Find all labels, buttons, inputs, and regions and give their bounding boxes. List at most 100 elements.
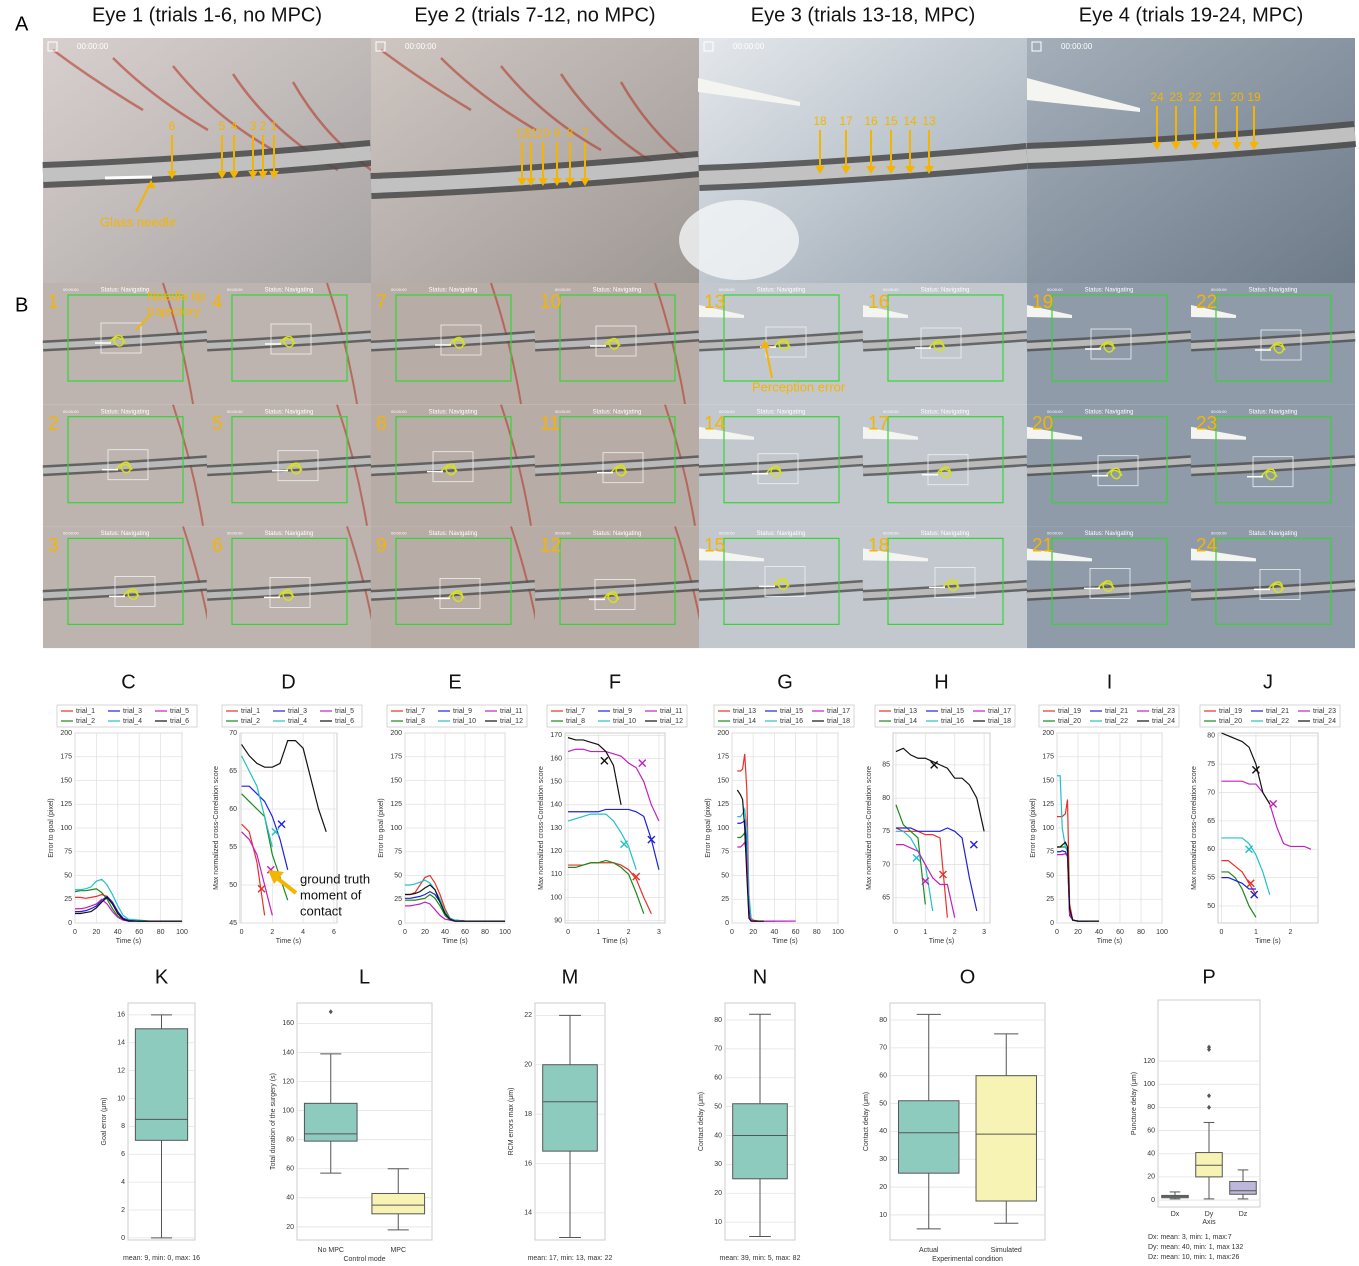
y-tick-label: 50 [1207, 903, 1215, 910]
tip-trajectory [115, 461, 133, 474]
workspace-box [723, 416, 840, 504]
y-tick-label: 20 [524, 1062, 532, 1069]
x-axis-label: Axis [1202, 1219, 1216, 1226]
arrow-head [815, 166, 825, 174]
y-tick-label: 40 [286, 1195, 294, 1202]
y-tick-label: 175 [390, 754, 402, 761]
status-text: Status: Navigating [265, 531, 314, 537]
series-line [568, 808, 660, 870]
trial-marker: 13 [922, 114, 936, 128]
status-text: Status: Navigating [1085, 409, 1134, 415]
tip-trajectory [773, 338, 791, 351]
needle [1027, 426, 1082, 440]
footnote: Dz: mean: 10, min: 1, max:26 [1148, 1254, 1240, 1261]
trial-number: 15 [704, 535, 725, 556]
y-tick-label: 12 [117, 1067, 125, 1074]
arrow-head [886, 166, 896, 174]
legend-label: trial_21 [1266, 708, 1289, 715]
tip-trajectory [1097, 580, 1115, 593]
timestamp: 00:00:00 [883, 409, 899, 414]
tip-trajectory [765, 465, 783, 478]
arrow-head [217, 171, 227, 179]
box [1195, 1152, 1223, 1178]
panel-label: L [359, 966, 370, 988]
contact-marker [912, 853, 921, 862]
legend-label: trial_8 [566, 718, 585, 725]
y-tick-label: 125 [1042, 801, 1054, 808]
tip-trajectory [447, 590, 465, 603]
y-tick-label: 30 [714, 1161, 722, 1168]
outlier [1207, 1093, 1211, 1099]
x-axis-label: Experimental condition [932, 1256, 1003, 1263]
y-tick-label: 150 [60, 777, 72, 784]
series-line [1221, 732, 1271, 805]
blood-vessel [52, 48, 144, 112]
y-tick-label: 100 [550, 894, 562, 901]
y-axis-label: Contact delay (μm) [863, 1092, 870, 1151]
timestamp: 00:00:00 [391, 409, 407, 414]
status-text: Status: Navigating [429, 288, 478, 294]
y-tick-label: 60 [714, 1075, 722, 1082]
x-tick-label: 80 [1137, 929, 1145, 936]
vein-lumen [42, 146, 372, 182]
series-line [1221, 860, 1257, 895]
y-tick-label: 75 [394, 849, 402, 856]
panel-label: C [121, 671, 135, 693]
series-line [567, 813, 637, 870]
panel-label: G [777, 671, 793, 693]
trial-marker: 19 [1247, 90, 1261, 104]
timestamp: 00:00:00 [1211, 409, 1227, 414]
legend-label: trial_14 [733, 718, 756, 725]
x-tick-label: Dy [1205, 1211, 1214, 1218]
x-tick-label: 2 [627, 929, 631, 936]
trial-number: 24 [1196, 535, 1218, 556]
legend-label: trial_5 [335, 708, 354, 715]
y-axis-label: Error to goal (pixel) [48, 798, 55, 858]
status-text: Status: Navigating [757, 288, 806, 294]
x-axis-label: Time (s) [929, 938, 954, 945]
series-line [568, 859, 645, 914]
series-line [1057, 841, 1099, 922]
footnote: mean: 9, min: 0, max: 16 [123, 1255, 200, 1262]
legend-label: trial_4 [288, 718, 307, 725]
legend-label: trial_23 [1313, 708, 1336, 715]
trial-number: 18 [868, 535, 889, 556]
y-tick-label: 125 [717, 801, 729, 808]
y-tick-label: 0 [398, 920, 402, 927]
x-tick-label: 20 [749, 929, 757, 936]
y-tick-label: 160 [282, 1020, 294, 1027]
series-line [1221, 837, 1271, 895]
box [542, 1064, 598, 1152]
y-tick-label: 60 [879, 1073, 887, 1080]
y-tick-label: 50 [714, 1103, 722, 1110]
trial-number: 5 [212, 414, 223, 435]
camera-icon [375, 41, 386, 52]
vein-lumen [370, 582, 536, 599]
annotation: Needle tip [147, 288, 206, 303]
arrow-head [924, 166, 934, 174]
x-tick-label: 1 [596, 929, 600, 936]
y-axis-label: Max normalized cross-Correlation score [213, 766, 220, 890]
vein-lumen [862, 457, 1028, 474]
legend-label: trial_2 [76, 718, 95, 725]
legend-label: trial_7 [406, 708, 425, 715]
eye-title: Eye 1 (trials 1-6, no MPC) [92, 4, 322, 26]
workspace-box [67, 537, 184, 626]
trial-marker: 20 [1230, 90, 1244, 104]
legend-label: trial_16 [941, 718, 964, 725]
x-tick-label: 0 [403, 929, 407, 936]
workspace-box [887, 537, 1004, 626]
y-tick-label: 40 [879, 1128, 887, 1135]
roi-box [757, 453, 799, 485]
x-axis-label: Time (s) [276, 938, 301, 945]
legend-label: trial_16 [780, 718, 803, 725]
series-line [895, 830, 934, 912]
x-tick-label: 2 [270, 929, 274, 936]
y-tick-label: 100 [390, 825, 402, 832]
workspace-box [395, 294, 512, 382]
y-tick-label: 0 [68, 920, 72, 927]
box [1229, 1181, 1257, 1195]
y-tick-label: 40 [1147, 1151, 1155, 1158]
box [732, 1103, 788, 1180]
tip-trajectory [108, 334, 126, 347]
